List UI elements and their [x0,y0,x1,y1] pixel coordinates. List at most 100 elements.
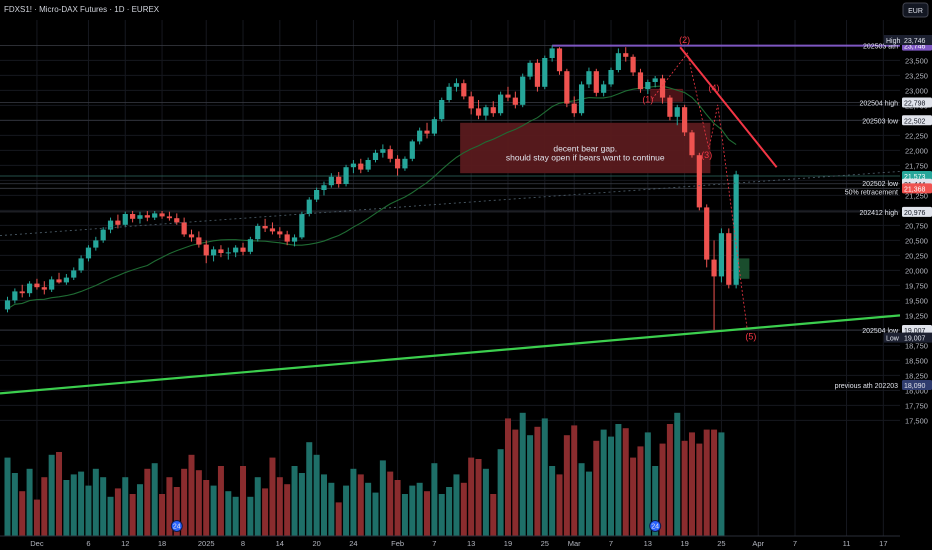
currency-button-frame[interactable] [902,2,929,18]
candle-body [571,103,577,114]
wave-label: (5) [745,331,756,341]
price-tick-label: 23,250 [905,71,928,80]
candle-body [203,244,209,256]
volume-bar [298,473,305,536]
volume-bar [652,466,659,536]
price-axis-bg [900,0,932,550]
wave-path [651,52,748,330]
candle-body [674,107,680,117]
candle-body [188,234,195,238]
price-tick-label: 23,500 [905,56,928,65]
price-tick-label: 18,750 [905,341,928,350]
price-tag-label: 19,007 [904,328,926,335]
volume-bar [335,502,342,536]
currency-label[interactable]: EUR [908,8,923,15]
wave-label: (4) [709,83,720,93]
candle-body [409,141,415,159]
candle-body [78,258,84,271]
volume-bar [571,425,578,536]
price-tag [902,115,932,126]
candle-body [152,213,158,218]
volume-bar [313,454,320,536]
time-axis[interactable]: Dec 6 12 18 2025 8 14 20 24 Feb 7 13 19 25 Mar 7 13 19 25 A… [0,535,900,548]
gap-zones [460,88,750,279]
level-label: 202502 low [862,181,899,188]
candle-body [19,291,25,294]
extreme-tag-value: 23,746 [904,38,926,45]
volume-bar [63,480,70,536]
volume-bar [394,480,401,536]
volume-bar [519,412,526,536]
volume-bar [122,477,129,536]
candle-body [144,215,150,218]
volume-bar [585,471,592,536]
candle-body [424,130,430,134]
price-tick-label: 18,500 [905,356,928,365]
candle-body [196,237,202,245]
volume-bar [100,477,107,536]
event-marker-label: 24 [173,524,181,531]
candle-body [71,270,77,278]
price-tag-label: 22,798 [904,101,926,108]
volume-bar [240,466,247,536]
candle-body [586,71,592,85]
volume-bar [320,474,327,536]
time-tick-label: 2025 [198,539,215,548]
price-tick-label: 23,000 [905,86,928,95]
candle-body [4,300,11,310]
candle-body [520,76,526,105]
price-tick-label: 20,500 [905,236,928,245]
volume-bar [630,457,637,536]
volume-bar [343,485,350,536]
moving-average [7,85,737,310]
price-tag [902,324,932,335]
volume-bar [11,473,18,536]
candle-body [122,214,128,225]
price-tick-label: 17,750 [905,401,928,410]
volume-bar [534,426,541,536]
candle-body [652,78,658,82]
volume-bar [460,482,467,536]
price-tick-label: 17,500 [905,416,928,425]
volume-bar [276,477,283,536]
level-label: 202412 high [859,210,898,217]
price-tag-label: 21,573 [904,174,926,181]
gap-note-line1: decent bear gap. [553,144,617,154]
candle-body [593,71,599,93]
volume-bar [188,454,195,536]
candle-body [49,279,55,290]
price-axis[interactable]: 17,50017,75018,00018,25018,50018,75019,0… [884,0,932,550]
candle-body [26,283,33,294]
volume-bar [159,494,166,536]
price-tick-label: 21,750 [905,161,928,170]
price-tick-label: 21,250 [905,191,928,200]
volume-bar [563,435,570,536]
volume-bar [136,484,143,536]
price-tag [902,183,932,194]
volume-bar [284,484,291,536]
volume-bar [637,446,644,536]
candle-body [233,247,239,253]
price-tick-label: 19,750 [905,281,928,290]
candle-body [247,239,253,252]
volume-bar [203,480,210,536]
candle-body [343,167,349,184]
candle-body [56,279,62,283]
gap-note-line2: should stay open if bears want to contin… [506,153,665,163]
volume-bars [4,412,725,536]
support-trendline [0,314,901,395]
volume-bar [262,488,269,536]
candle-body [41,287,47,290]
volume-note-value: 18,090 [904,383,926,390]
ma-line [7,85,737,310]
wave-label: (2) [679,35,690,45]
symbol-title[interactable]: FDXS1! · Micro-DAX Futures · 1D · EUREX [4,5,160,14]
candle-body [262,226,268,229]
level-label: 202503 ath [863,44,898,51]
volume-bar [504,418,511,536]
volume-bar [144,468,151,536]
candle-body [542,58,548,87]
volume-bar [681,440,688,536]
time-tick-label: 7 [793,539,797,548]
